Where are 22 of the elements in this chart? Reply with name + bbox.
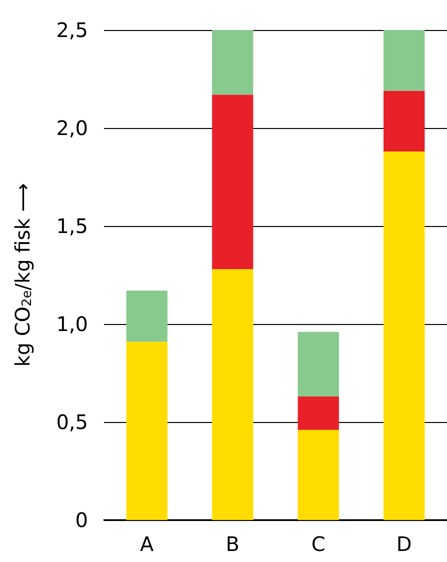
- bar: [384, 152, 425, 520]
- bar: [126, 290, 168, 342]
- x-tick-label: A: [140, 532, 154, 556]
- y-tick-label: 2,0: [56, 116, 88, 140]
- y-axis-title: kg CO2e/kg fisk ⟶: [10, 183, 35, 367]
- bar: [212, 30, 254, 95]
- x-tick-label: D: [396, 532, 412, 556]
- y-tick-label: 1,0: [56, 312, 88, 336]
- bar: [212, 269, 254, 520]
- bar: [212, 94, 254, 270]
- bar: [384, 90, 425, 152]
- bar: [126, 342, 168, 520]
- y-tick-label: 0: [75, 508, 88, 532]
- bar: [384, 30, 425, 91]
- y-tick-label: 2,5: [56, 18, 88, 42]
- y-tick-label: 0,5: [56, 410, 88, 434]
- bar: [298, 430, 339, 520]
- x-tick-label: C: [311, 532, 326, 556]
- bar: [298, 396, 339, 430]
- x-tick-label: B: [226, 532, 240, 556]
- y-tick-label: 1,5: [56, 214, 88, 238]
- bar: [298, 332, 339, 397]
